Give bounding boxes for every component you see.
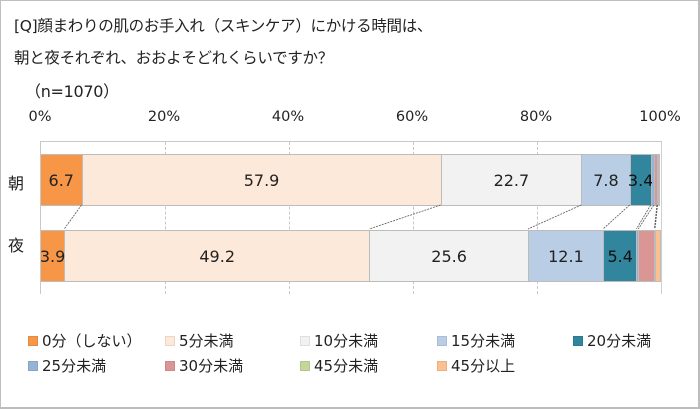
legend-item: 15分未満 — [437, 330, 515, 351]
legend-label: 20分未満 — [587, 332, 652, 350]
legend-item: 20分未満 — [573, 330, 651, 351]
legend-label: 45分未満 — [314, 357, 379, 375]
bar-segment: 7.8 — [582, 154, 631, 206]
legend-label: 5分未満 — [179, 332, 234, 350]
legend-item: 0分（しない） — [28, 330, 142, 351]
category-label-morning: 朝 — [8, 174, 25, 193]
gridline — [537, 142, 538, 294]
bar-segment: 6.7 — [41, 154, 83, 206]
legend-swatch-icon — [28, 360, 38, 371]
sample-size: （n=1070） — [25, 82, 119, 101]
legend-swatch-icon — [437, 335, 447, 346]
x-tick-label: 100% — [639, 109, 681, 125]
legend-item: 45分以上 — [437, 355, 515, 376]
bar-segment — [637, 230, 640, 282]
legend-item: 30分未満 — [165, 355, 243, 376]
legend-swatch-icon — [300, 335, 310, 346]
legend-swatch-icon — [437, 360, 447, 371]
x-tick-label: 20% — [147, 109, 181, 125]
bar-segment: 3.9 — [39, 230, 66, 282]
bar-segment — [639, 230, 656, 282]
legend-item: 5分未満 — [165, 330, 234, 351]
gridline — [165, 142, 166, 294]
plot-area: 6.7 57.9 22.7 7.8 3.4 3.9 49.2 25.6 12.1 5.4 — [40, 141, 662, 294]
legend-item: 10分未満 — [300, 330, 378, 351]
legend-swatch-icon — [165, 360, 175, 371]
bar-segment — [654, 154, 658, 206]
x-tick-label: 80% — [519, 109, 553, 125]
gridline — [289, 142, 290, 294]
bar-segment: 22.7 — [441, 154, 583, 206]
legend-label: 30分未満 — [179, 357, 244, 375]
gridline — [413, 142, 414, 294]
legend-label: 0分（しない） — [42, 332, 142, 350]
data-label: 6.7 — [48, 170, 74, 190]
data-label: 7.8 — [593, 170, 619, 190]
bar-segment: 25.6 — [370, 230, 529, 282]
legend-swatch-icon — [300, 360, 310, 371]
data-label: 22.7 — [493, 170, 530, 190]
legend-swatch-icon — [165, 335, 175, 346]
data-label: 25.6 — [431, 246, 467, 266]
legend-label: 10分未満 — [314, 332, 379, 350]
bar-segment: 57.9 — [82, 154, 442, 206]
bar-segment — [655, 230, 657, 282]
bar-segment: 3.4 — [627, 154, 654, 206]
bar-segment: 5.4 — [603, 230, 638, 282]
data-label: 49.2 — [199, 246, 235, 266]
data-label: 57.9 — [243, 170, 280, 190]
data-label: 3.4 — [627, 170, 654, 190]
chart-title-line-2: 朝と夜それぞれ、おおよそどれくらいですか？ — [14, 49, 333, 67]
x-tick-label: 40% — [271, 109, 305, 125]
bar-segment — [657, 154, 659, 206]
bar-night: 3.9 49.2 25.6 12.1 5.4 — [39, 230, 661, 282]
legend-item: 25分未満 — [28, 355, 106, 376]
legend-item: 45分未満 — [300, 355, 378, 376]
legend-label: 45分以上 — [451, 357, 516, 375]
x-tick-label: 0% — [28, 109, 52, 125]
legend-label: 25分未満 — [42, 357, 107, 375]
bar-morning: 6.7 57.9 22.7 7.8 3.4 — [41, 154, 661, 206]
chart-title-line-1: [Q]顔まわりの肌のお手入れ（スキンケア）にかける時間は、 — [14, 17, 433, 35]
bar-segment: 49.2 — [65, 230, 371, 282]
bar-segment — [658, 154, 661, 206]
category-label-night: 夜 — [8, 236, 25, 255]
legend-label: 15分未満 — [451, 332, 516, 350]
legend-swatch-icon — [573, 335, 583, 346]
bar-segment — [656, 230, 661, 282]
data-label: 5.4 — [607, 246, 633, 266]
x-tick-label: 60% — [395, 109, 429, 125]
series-connector-lines — [63, 204, 658, 230]
data-label: 3.9 — [39, 246, 66, 266]
legend-swatch-icon — [28, 335, 38, 346]
data-label: 12.1 — [548, 246, 584, 266]
bar-segment: 12.1 — [528, 230, 604, 282]
